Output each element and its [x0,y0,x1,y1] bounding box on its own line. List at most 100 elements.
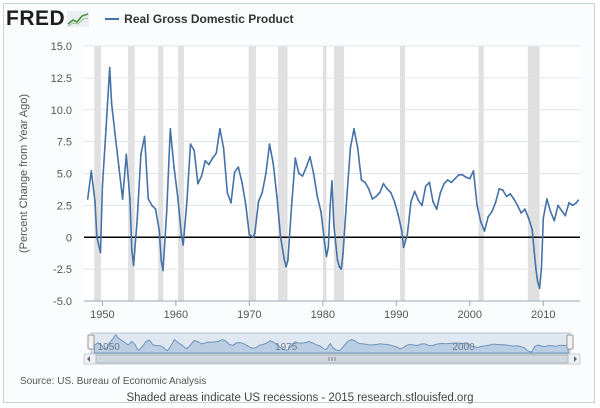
gdp-data-point [165,210,168,213]
gdp-data-point [176,195,179,198]
gdp-data-point [557,204,559,207]
gdp-data-point [406,233,409,236]
gdp-data-point [226,191,229,194]
gdp-data-point [439,191,442,194]
gdp-data-point [215,152,218,155]
gdp-data-point [345,198,348,200]
gdp-data-point [158,229,161,232]
navigator-tick-label: 2000 [452,342,475,353]
gdp-data-point [400,229,403,232]
gdp-data-point [413,190,416,193]
legend-swatch [105,18,120,20]
gdp-data-point [285,265,287,268]
source-note: Source: US. Bureau of Economic Analysis [20,376,207,387]
gdp-data-point [110,102,113,105]
y-tick-label: 7.5 [57,137,72,149]
scrollbar[interactable] [83,353,581,365]
gdp-data-point [523,208,526,211]
gdp-data-point [424,185,427,188]
chart-header: FRED Real Gross Domestic Product [6,4,294,34]
gdp-data-point [162,269,164,272]
gdp-data-point [435,208,438,211]
gdp-data-point [575,201,578,204]
scroll-left-arrow-icon[interactable] [87,356,90,362]
gdp-data-point [325,255,328,258]
gdp-data-point [312,172,315,175]
y-tick-label: 0 [66,232,72,244]
gdp-data-point [490,210,493,213]
x-tick-label: 1990 [384,309,408,321]
gdp-data-point [457,173,460,176]
gdp-data-point [389,191,392,194]
gdp-data-point [382,182,385,185]
y-tick-label: -2.5 [53,264,72,276]
gdp-data-point [147,198,150,200]
gdp-data-point [208,163,210,166]
navigator[interactable]: 1950 1975 2000 [87,332,574,354]
gdp-data-point [298,172,300,175]
gdp-data-point [211,157,214,160]
gdp-data-point [375,195,377,198]
gdp-data-point [342,252,344,255]
gdp-data-point [461,173,464,176]
gdp-data-point [468,177,471,180]
gdp-data-point [332,223,335,226]
gdp-data-point [193,149,196,152]
gdp-data-point [353,127,355,130]
gdp-data-point [180,233,183,236]
navigator-series-area [94,333,569,354]
gdp-data-point [241,181,243,184]
gdp-data-point [498,187,501,190]
navigator-tick-label: 1950 [98,342,121,353]
gdp-data-point [200,175,203,177]
gdp-data-point [99,251,102,254]
gdp-data-point [505,195,508,198]
gdp-data-point [257,200,260,203]
gdp-data-point [237,166,240,169]
gdp-data-point [130,249,133,251]
gdp-data-point [393,200,396,203]
gdp-data-point [540,268,543,271]
gdp-data-point [487,215,490,218]
gdp-data-point [140,153,142,156]
gdp-data-point [125,153,128,156]
gdp-data-point [336,259,339,262]
gdp-data-point [564,214,567,217]
x-tick-label: 2010 [531,309,555,321]
y-tick-label: 10.0 [51,105,72,117]
gdp-data-point [443,182,445,185]
gdp-data-point [169,127,172,130]
gdp-data-point [222,147,225,149]
gdp-data-point [279,236,282,239]
gdp-data-point [94,200,96,203]
y-tick-label: -5.0 [53,296,72,308]
gdp-data-point [432,200,434,203]
gdp-data-point [516,204,519,207]
gdp-data-point [571,204,574,207]
gdp-data-point [349,147,352,149]
navigator-right-handle[interactable] [566,334,574,350]
legend[interactable]: Real Gross Domestic Product [105,12,294,26]
gdp-data-point [410,200,412,203]
navigator-left-handle[interactable] [87,334,95,350]
scrollbar-grip-icon [328,357,336,361]
gdp-data-point [535,268,537,271]
gdp-data-point [549,210,552,213]
gdp-data-point [219,127,221,130]
gdp-data-point [465,176,468,179]
scroll-right-arrow-icon[interactable] [574,356,577,362]
gdp-data-point [101,185,104,188]
gdp-data-point [340,268,343,271]
gdp-data-point [261,191,264,194]
gdp-data-point [520,212,523,214]
gdp-data-point [378,191,381,194]
gdp-data-point [97,244,100,246]
gdp-data-point [305,166,308,169]
gdp-data-point [196,182,199,185]
gdp-data-point [329,204,332,207]
fred-logo[interactable]: FRED [6,7,90,31]
x-tick-label: 1950 [90,309,114,321]
gdp-data-point [252,236,254,239]
line-chart-logo-icon [67,11,90,27]
gdp-data-point [290,204,293,207]
